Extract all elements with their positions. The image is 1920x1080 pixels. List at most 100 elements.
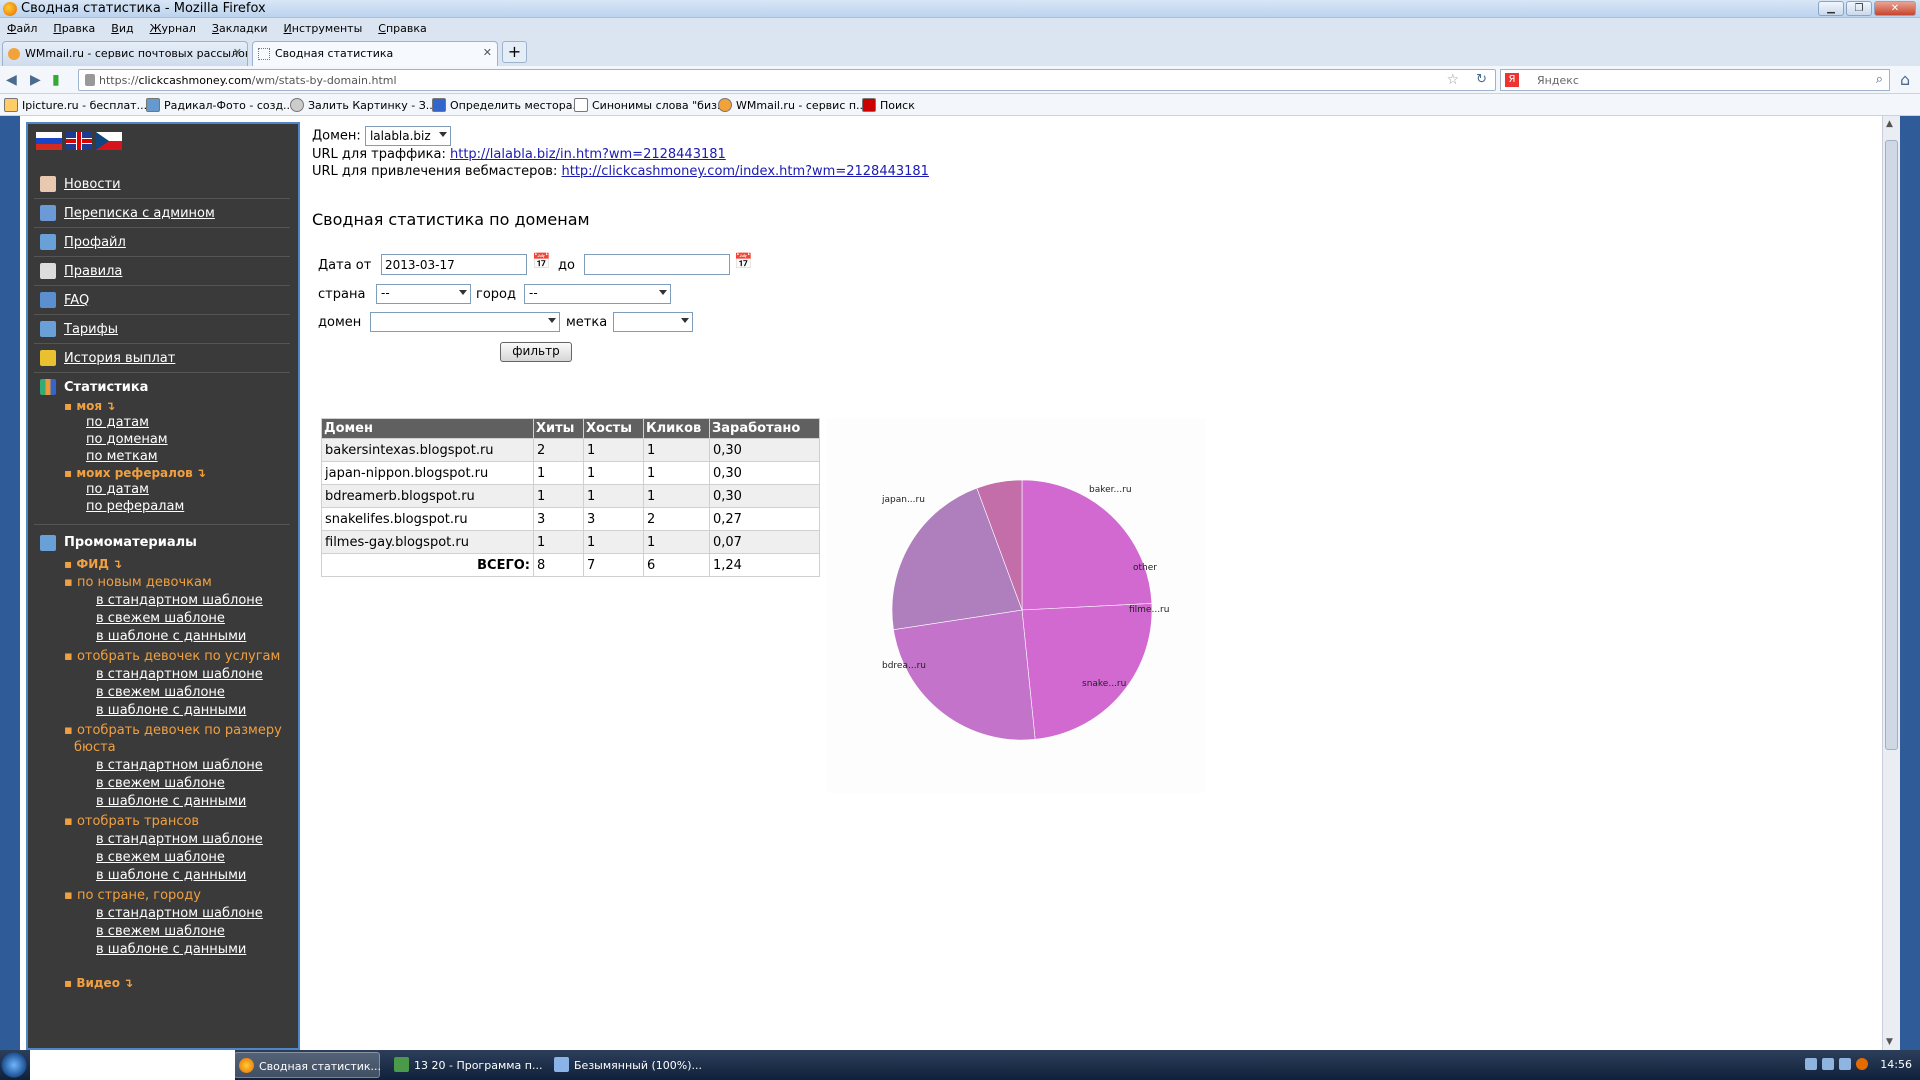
menu-file[interactable]: Файл	[7, 21, 38, 35]
taskbar-item-firefox[interactable]: Сводная статистик...	[234, 1052, 381, 1078]
tab-stats[interactable]: Сводная статистика ✕	[252, 41, 498, 66]
bookmark-item[interactable]: Определить местора...	[432, 98, 583, 112]
refs-by-referrals-link[interactable]: по рефералам	[86, 499, 185, 514]
sidebar-item-messages[interactable]: Переписка с админом	[34, 199, 290, 228]
template-standard-link[interactable]: в стандартном шаблоне	[96, 593, 263, 608]
taskbar-blank-area	[30, 1050, 235, 1080]
english-flag-icon[interactable]	[66, 132, 92, 150]
network-icon[interactable]	[1822, 1058, 1834, 1070]
my-by-dates-link[interactable]: по датам	[86, 415, 149, 430]
home-icon[interactable]: ⌂	[1900, 70, 1911, 89]
taskbar-item-paint[interactable]: Безымянный (100%)...	[550, 1052, 702, 1078]
czech-flag-icon[interactable]	[96, 132, 122, 150]
menu-edit[interactable]: Правка	[53, 21, 96, 35]
template-data-link[interactable]: в шаблоне с данными	[96, 942, 247, 957]
menu-help[interactable]: Справка	[378, 21, 427, 35]
bookmark-item[interactable]: Синонимы слова "биз...	[574, 98, 727, 112]
tab-wmmail[interactable]: WMmail.ru - сервис почтовых рассылок... …	[2, 41, 248, 66]
back-icon[interactable]: ◀	[6, 72, 17, 88]
scroll-down-icon[interactable]: ▼	[1886, 1037, 1893, 1047]
calendar-icon[interactable]: 📅	[734, 252, 753, 270]
firefox-tray-icon[interactable]	[1856, 1058, 1868, 1070]
bookmark-star-icon[interactable]: ☆	[1446, 72, 1459, 88]
city-select[interactable]: --	[524, 284, 671, 304]
template-data-link[interactable]: в шаблоне с данными	[96, 703, 247, 718]
calendar-icon[interactable]: 📅	[532, 252, 551, 270]
column-header[interactable]: Хиты	[533, 418, 584, 439]
mark-select[interactable]	[613, 312, 693, 332]
country-select[interactable]: --	[376, 284, 471, 304]
my-by-domains-link[interactable]: по доменам	[86, 432, 168, 447]
template-fresh-link[interactable]: в свежем шаблоне	[96, 924, 225, 939]
date-to-input[interactable]	[584, 254, 730, 275]
webmaster-url-link[interactable]: http://clickcashmoney.com/index.htm?wm=2…	[561, 164, 929, 179]
taskbar-item-program[interactable]: 13 20 - Программа п...	[390, 1052, 542, 1078]
template-fresh-link[interactable]: в свежем шаблоне	[96, 776, 225, 791]
menu-view[interactable]: Вид	[111, 21, 134, 35]
close-tab-icon[interactable]: ✕	[232, 46, 242, 59]
template-data-link[interactable]: в шаблоне с данными	[96, 868, 247, 883]
template-fresh-link[interactable]: в свежем шаблоне	[96, 685, 225, 700]
template-standard-link[interactable]: в стандартном шаблоне	[96, 667, 263, 682]
bookmark-item[interactable]: Ipicture.ru - бесплат...	[4, 98, 147, 112]
domain-select[interactable]: lalabla.biz	[364, 126, 451, 146]
volume-icon[interactable]	[1839, 1058, 1851, 1070]
search-icon[interactable]: ⌕	[1875, 72, 1883, 87]
column-header[interactable]: Домен	[321, 418, 534, 439]
close-button[interactable]: ✕	[1874, 1, 1916, 16]
template-standard-link[interactable]: в стандартном шаблоне	[96, 906, 263, 921]
scroll-up-icon[interactable]: ▲	[1886, 119, 1893, 129]
column-header[interactable]: Хосты	[583, 418, 644, 439]
date-from-input[interactable]: 2013-03-17	[381, 254, 527, 275]
fid-group-title[interactable]: отобрать девочек по размеру бюста	[34, 719, 290, 756]
menu-tools[interactable]: Инструменты	[283, 21, 363, 35]
sidebar-item-profile[interactable]: Профайл	[34, 228, 290, 257]
video-section[interactable]: Видео↴	[34, 974, 290, 990]
tray-arrow-icon[interactable]	[1805, 1058, 1817, 1070]
search-box[interactable]: Я Яндекс ⌕	[1500, 69, 1890, 91]
new-tab-button[interactable]: +	[502, 41, 527, 63]
bookmark-item[interactable]: Залить Картинку - З...	[290, 98, 436, 112]
refs-by-dates-link[interactable]: по датам	[86, 482, 149, 497]
filter-button[interactable]: фильтр	[500, 342, 572, 362]
fid-group-title[interactable]: отобрать трансов	[34, 810, 290, 830]
my-by-marks-link[interactable]: по меткам	[86, 449, 158, 464]
column-header[interactable]: Кликов	[643, 418, 710, 439]
fid-group-title[interactable]: по стране, городу	[34, 884, 290, 904]
fid-group-title[interactable]: отобрать девочек по услугам	[34, 645, 290, 665]
template-data-link[interactable]: в шаблоне с данными	[96, 794, 247, 809]
sidebar-item-news[interactable]: Новости	[34, 170, 290, 199]
vertical-scrollbar[interactable]: ▲ ▼	[1882, 116, 1900, 1050]
template-data-link[interactable]: в шаблоне с данными	[96, 629, 247, 644]
column-header[interactable]: Заработано	[709, 418, 820, 439]
template-standard-link[interactable]: в стандартном шаблоне	[96, 758, 263, 773]
bookmark-item[interactable]: WMmail.ru - сервис п...	[718, 98, 867, 112]
sidebar-item-tariffs[interactable]: Тарифы	[34, 315, 290, 344]
start-button[interactable]	[0, 1050, 28, 1080]
close-tab-icon[interactable]: ✕	[482, 46, 492, 59]
maximize-button[interactable]: ❐	[1846, 1, 1872, 16]
template-standard-link[interactable]: в стандартном шаблоне	[96, 832, 263, 847]
russian-flag-icon[interactable]	[36, 132, 62, 150]
forward-icon[interactable]: ▶	[30, 72, 41, 88]
pie-slice	[1021, 479, 1153, 611]
sidebar-item-faq[interactable]: FAQ	[34, 286, 290, 315]
traffic-url-link[interactable]: http://lalabla.biz/in.htm?wm=2128443181	[449, 147, 726, 162]
scrollbar-thumb[interactable]	[1885, 140, 1898, 750]
url-text[interactable]: https://clickcashmoney.com/wm/stats-by-d…	[99, 74, 397, 87]
minimize-button[interactable]: ▁	[1818, 1, 1844, 16]
bookmark-item[interactable]: Поиск	[862, 98, 915, 112]
fid-group-title[interactable]: по новым девочкам	[34, 571, 290, 591]
url-bar[interactable]: https://clickcashmoney.com/wm/stats-by-d…	[78, 69, 1496, 91]
sidebar-item-payout-history[interactable]: История выплат	[34, 344, 290, 373]
sidebar-item-rules[interactable]: Правила	[34, 257, 290, 286]
bookmark-item[interactable]: Радикал-Фото - созд...	[146, 98, 294, 112]
reload-icon[interactable]: ↻	[1476, 72, 1487, 87]
domain-filter-select[interactable]	[370, 312, 560, 332]
template-fresh-link[interactable]: в свежем шаблоне	[96, 611, 225, 626]
yandex-icon[interactable]: Я	[1505, 73, 1519, 87]
menu-history[interactable]: Журнал	[149, 21, 196, 35]
menu-bookmarks[interactable]: Закладки	[211, 21, 268, 35]
total-hits: 8	[533, 553, 584, 577]
template-fresh-link[interactable]: в свежем шаблоне	[96, 850, 225, 865]
